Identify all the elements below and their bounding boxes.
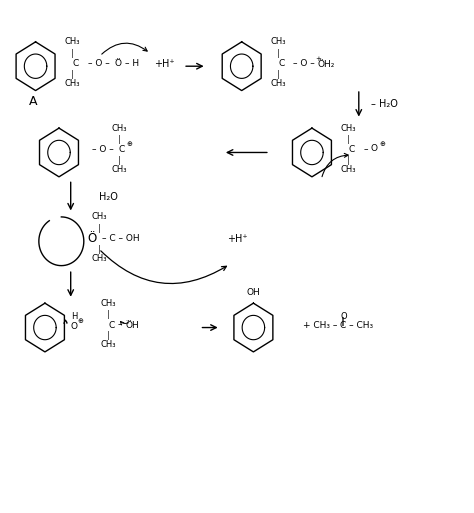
Text: +H⁺: +H⁺ xyxy=(154,58,175,69)
Text: ..: .. xyxy=(114,55,118,61)
Text: |: | xyxy=(107,331,110,340)
Text: |: | xyxy=(98,245,100,254)
Text: CH₃: CH₃ xyxy=(101,299,117,308)
Text: |: | xyxy=(277,49,280,57)
Text: ‖: ‖ xyxy=(340,317,345,326)
Text: CH₃: CH₃ xyxy=(111,124,127,133)
Text: |: | xyxy=(118,135,120,144)
Text: Ö: Ö xyxy=(114,59,121,68)
Text: ⊕: ⊕ xyxy=(77,319,83,324)
Text: |: | xyxy=(71,70,73,79)
Text: –: – xyxy=(118,321,122,329)
Text: A: A xyxy=(29,95,37,108)
Text: – O –: – O – xyxy=(92,146,114,154)
Text: – O –: – O – xyxy=(88,59,109,68)
Text: O: O xyxy=(371,144,378,153)
Text: –: – xyxy=(364,146,368,154)
Text: CH₃: CH₃ xyxy=(101,340,117,349)
Text: H₂O: H₂O xyxy=(99,192,118,202)
Text: – C – OH: – C – OH xyxy=(101,234,139,243)
Text: CH₃: CH₃ xyxy=(91,212,107,222)
Text: |: | xyxy=(98,224,100,232)
Text: C: C xyxy=(278,59,284,68)
Text: H: H xyxy=(71,312,77,321)
Text: CH₃: CH₃ xyxy=(64,79,80,88)
Text: |: | xyxy=(107,310,110,319)
Text: O: O xyxy=(340,312,346,321)
Text: ÖH₂: ÖH₂ xyxy=(317,60,335,69)
Text: C: C xyxy=(348,146,355,154)
Text: CH₃: CH₃ xyxy=(111,165,127,174)
Text: C: C xyxy=(119,146,125,154)
Text: CH₃: CH₃ xyxy=(91,254,107,263)
Text: +H⁺: +H⁺ xyxy=(227,234,247,244)
Text: CH₃: CH₃ xyxy=(341,124,356,133)
Text: ⊕: ⊕ xyxy=(379,142,385,147)
Text: OH: OH xyxy=(246,287,260,297)
Text: |: | xyxy=(347,135,350,144)
Text: CH₃: CH₃ xyxy=(271,79,286,88)
Text: O: O xyxy=(71,322,78,331)
Text: Ö̇: Ö̇ xyxy=(88,232,97,245)
Text: |: | xyxy=(277,70,280,79)
Text: ⊕: ⊕ xyxy=(126,142,132,147)
Text: – H₂O: – H₂O xyxy=(371,100,398,109)
Text: |: | xyxy=(118,156,120,165)
Text: – O –: – O – xyxy=(293,59,314,68)
Text: |: | xyxy=(347,156,350,165)
Text: ÖH: ÖH xyxy=(125,321,139,329)
Text: CH₃: CH₃ xyxy=(271,37,286,46)
Text: |: | xyxy=(71,49,73,57)
Text: CH₃: CH₃ xyxy=(341,165,356,174)
Text: – H: – H xyxy=(125,59,139,68)
Text: CH₃: CH₃ xyxy=(64,37,80,46)
Text: C: C xyxy=(72,59,78,68)
Text: C – CH₃: C – CH₃ xyxy=(340,321,373,329)
Text: + CH₃ –: + CH₃ – xyxy=(302,321,337,329)
Text: +: + xyxy=(316,56,321,62)
Text: C: C xyxy=(109,321,115,329)
Text: ..: .. xyxy=(125,317,129,322)
